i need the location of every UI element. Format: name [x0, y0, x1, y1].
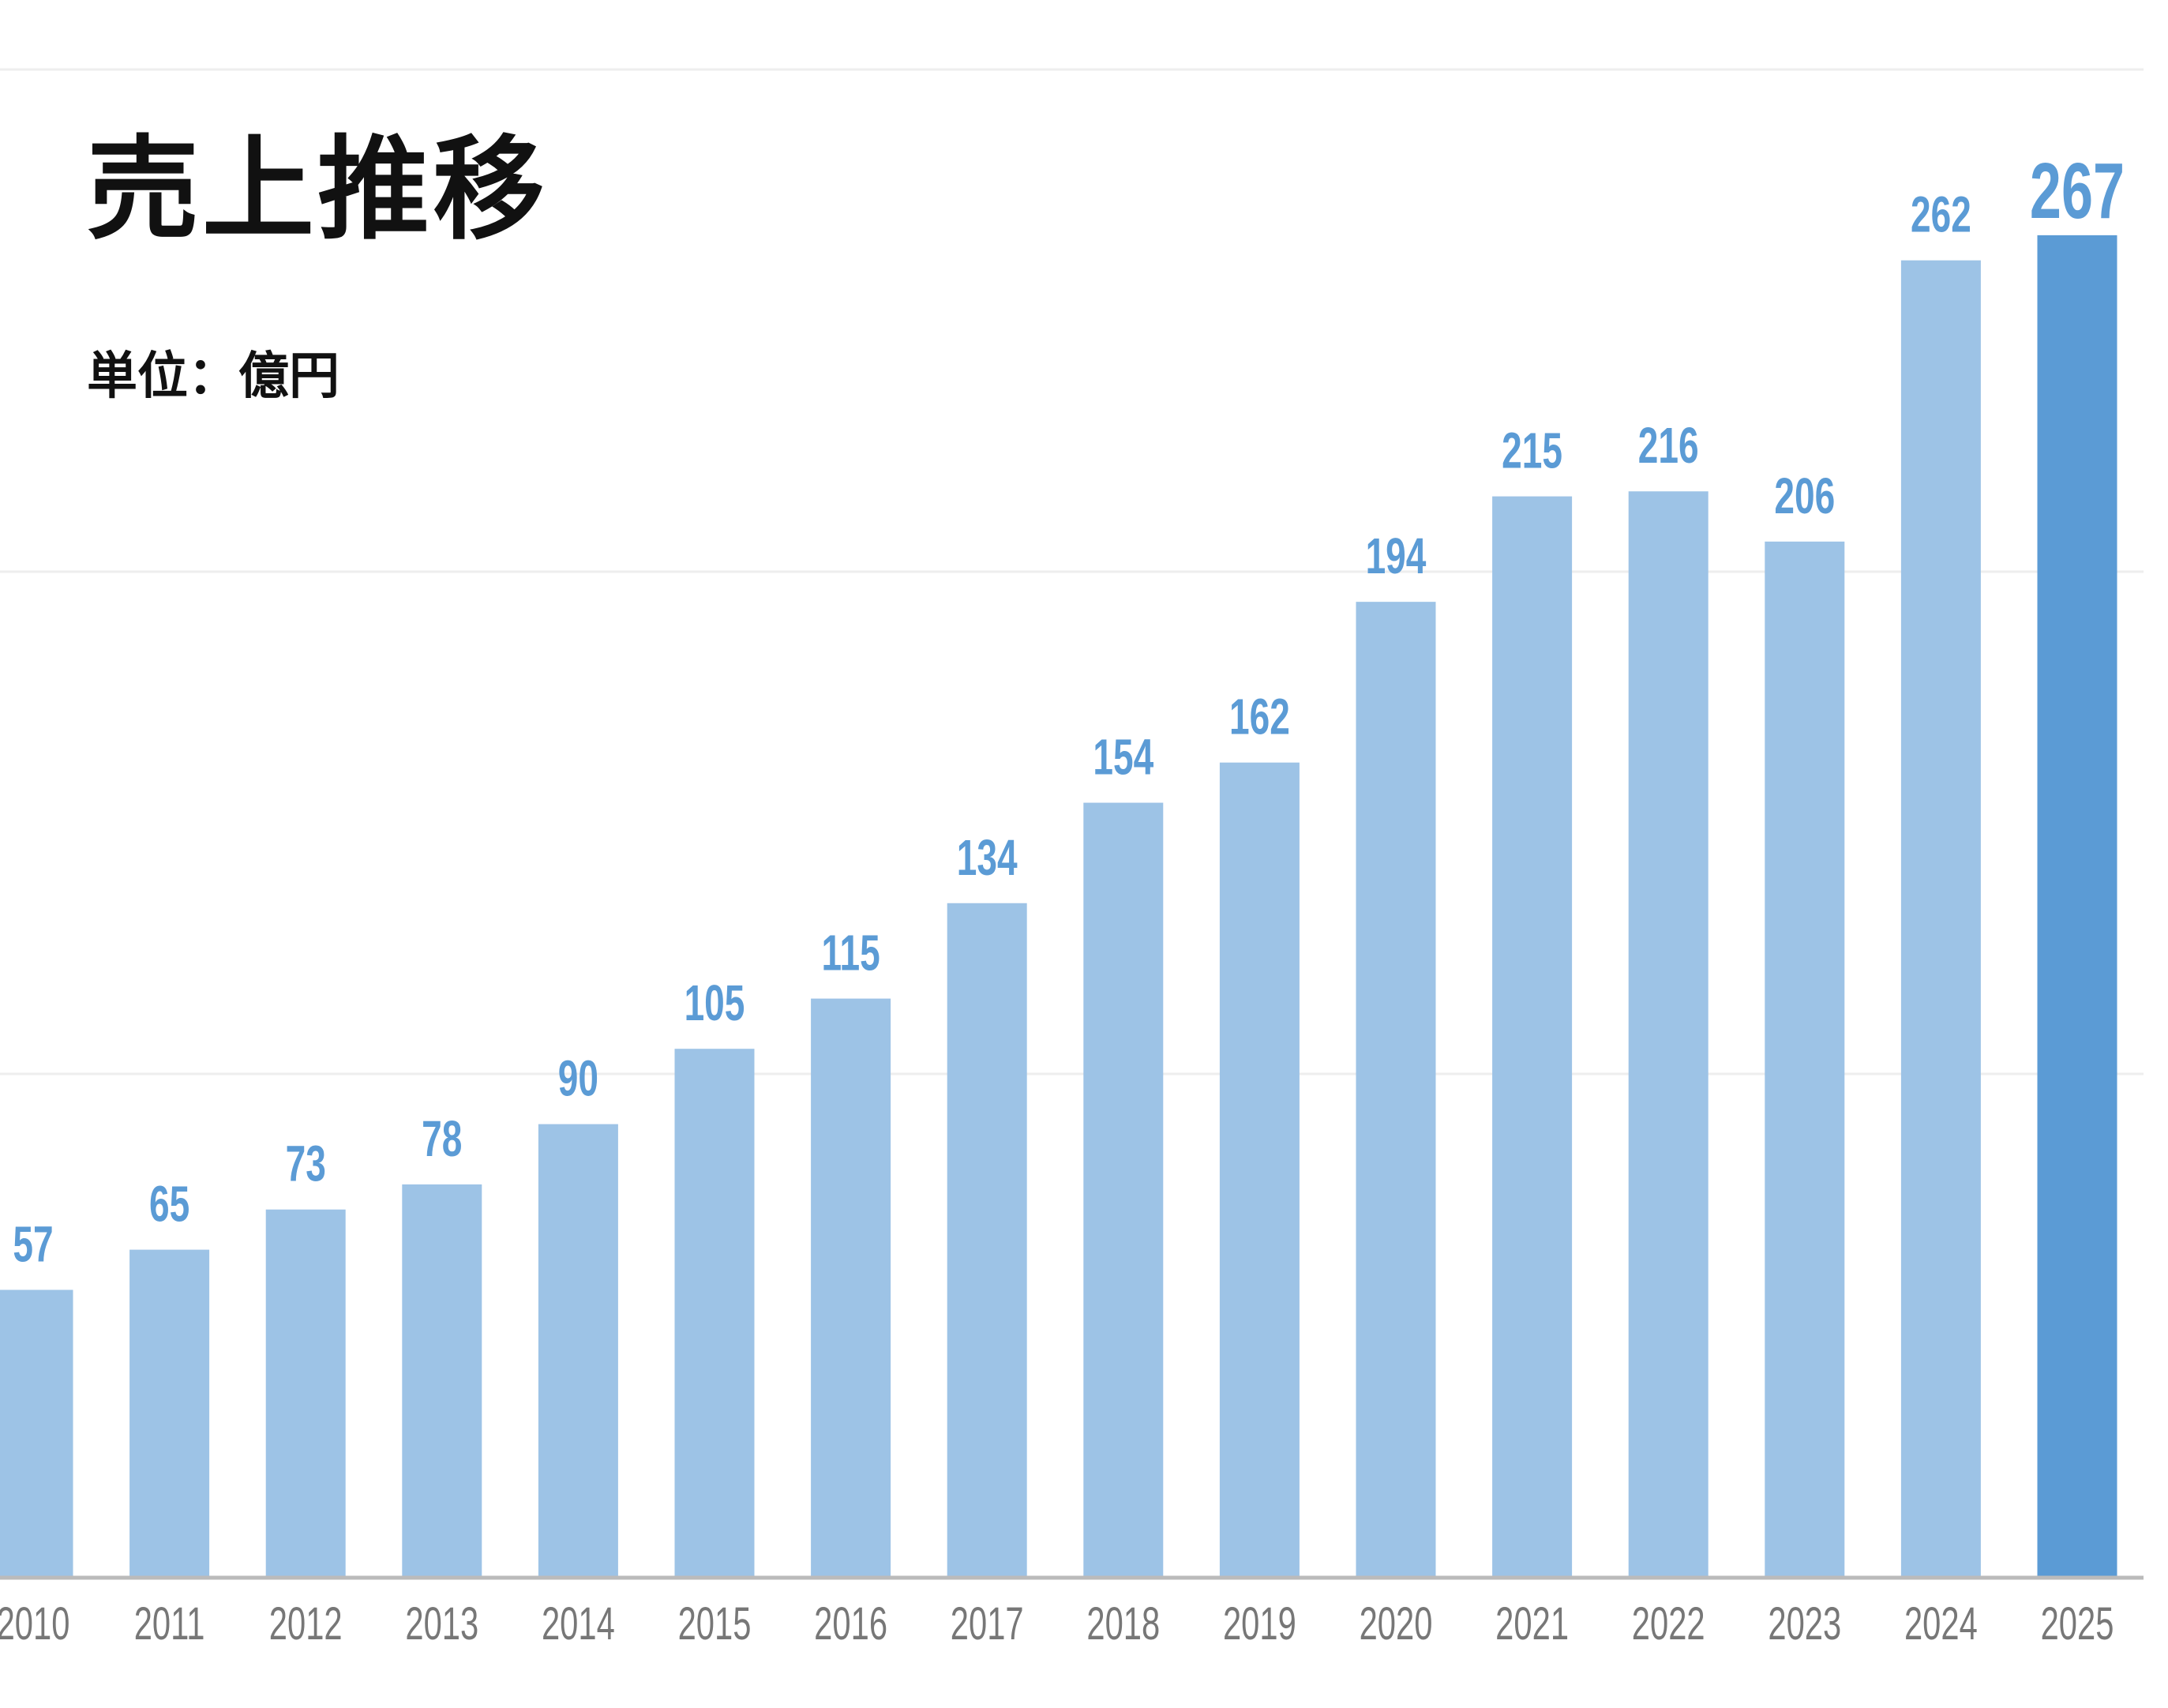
bar-2019 [1219, 762, 1300, 1577]
bar-2015 [674, 1049, 755, 1576]
x-tick-label-2021: 2021 [1495, 1597, 1569, 1649]
data-label-2022: 216 [1638, 418, 1699, 474]
bar-2023 [1765, 541, 1845, 1576]
x-tick-label-2013: 2013 [405, 1597, 478, 1649]
bar-2018 [1083, 802, 1164, 1576]
bar-2016 [811, 998, 891, 1576]
unit-label: 単位：億円 [87, 347, 339, 406]
data-label-2024: 262 [1911, 186, 1971, 242]
data-label-2013: 78 [422, 1111, 462, 1167]
chart-title: 売上推移 [87, 125, 548, 255]
x-tick-label-2022: 2022 [1632, 1597, 1705, 1649]
x-tick-label-2019: 2019 [1223, 1597, 1296, 1649]
x-tick-label-2025: 2025 [2041, 1597, 2114, 1649]
x-tick-label-2024: 2024 [1904, 1597, 1978, 1649]
data-label-2017: 134 [957, 829, 1018, 885]
x-tick-label-2012: 2012 [269, 1597, 343, 1649]
data-label-2014: 90 [558, 1050, 598, 1106]
x-tick-label-2023: 2023 [1768, 1597, 1841, 1649]
x-tick-label-2018: 2018 [1086, 1597, 1160, 1649]
data-label-2015: 105 [685, 975, 745, 1031]
x-tick-label-2015: 2015 [678, 1597, 752, 1649]
x-tick-label-2016: 2016 [814, 1597, 887, 1649]
bar-2022 [1628, 491, 1709, 1576]
x-tick-label-2011: 2011 [134, 1597, 205, 1649]
x-tick-label-2014: 2014 [542, 1597, 615, 1649]
data-label-2012: 73 [286, 1136, 326, 1192]
bar-2017 [947, 903, 1027, 1576]
bar-2020 [1356, 602, 1436, 1577]
data-label-2010: 57 [13, 1216, 53, 1272]
data-label-2023: 206 [1774, 467, 1835, 524]
bar-2013 [402, 1184, 482, 1576]
bar-2010 [0, 1289, 73, 1576]
data-label-2020: 194 [1366, 528, 1427, 584]
bar-2014 [538, 1124, 618, 1576]
bar-2025 [2037, 235, 2117, 1576]
x-tick-label-2017: 2017 [951, 1597, 1024, 1649]
data-label-2021: 215 [1502, 422, 1562, 479]
data-label-2019: 162 [1229, 689, 1290, 745]
bar-2012 [265, 1209, 346, 1576]
data-label-2016: 115 [821, 925, 880, 981]
bar-2011 [129, 1249, 210, 1576]
x-tick-label-2010: 2010 [0, 1597, 69, 1649]
bar-2024 [1900, 260, 1981, 1577]
x-tick-label-2020: 2020 [1360, 1597, 1433, 1649]
data-label-2025: 267 [2030, 147, 2125, 235]
bar-2021 [1492, 496, 1573, 1576]
data-label-2011: 65 [149, 1176, 189, 1232]
data-label-2018: 154 [1093, 729, 1153, 785]
